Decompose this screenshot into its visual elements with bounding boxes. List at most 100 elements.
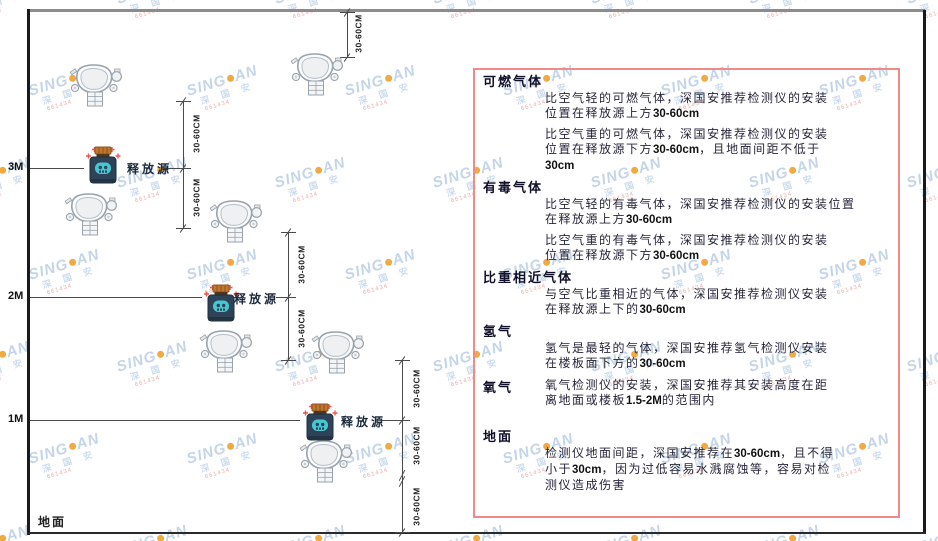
panel-paragraph-line: 检测仪地面间距，深国安推荐在30-60cm，且不得	[545, 446, 835, 460]
dimension-line	[347, 12, 348, 58]
watermark-subtitle: 深 国 安	[909, 536, 938, 541]
panel-paragraph-line: 离地面或楼板1.5-2M的范围内	[545, 393, 716, 407]
panel-paragraph-line: 在释放源上方30-60cm	[545, 212, 673, 226]
gas-detector-glyph	[311, 331, 364, 374]
release-source-glyph	[86, 146, 121, 184]
watermark-subtitle: 深 国 安	[357, 448, 415, 475]
release-source-icon	[84, 146, 122, 186]
dimension-label: 30-60CM	[296, 309, 307, 348]
watermark-code: 661434	[204, 99, 231, 113]
dimension-label: 30-60CM	[191, 114, 202, 153]
watermark-subtitle: 深 国 安	[41, 448, 99, 475]
dimension-label: 30-60CM	[411, 487, 422, 526]
watermark-dot-icon	[155, 534, 165, 541]
panel-paragraph: 与空气比重相近的气体，深国安推荐检测仪安装 在释放源上下的30-60cm	[545, 287, 890, 318]
watermark-dot-icon	[67, 442, 77, 451]
watermark-dot-icon	[383, 258, 393, 267]
gas-detector-glyph	[64, 193, 117, 236]
dimension-label: 30-60CM	[411, 369, 422, 408]
gas-detector-glyph	[199, 330, 252, 373]
watermark-dot-icon	[155, 350, 165, 359]
watermark-dot-icon	[0, 166, 7, 175]
watermark-code: 661434	[362, 283, 389, 297]
panel-section: 氢气 氢气是最轻的气体，深国安推荐氢气检测仪安装 在楼板面下方的30-60cm	[483, 324, 890, 372]
dimension-line	[402, 360, 403, 533]
panel-paragraph-line: 30cm	[545, 160, 575, 172]
panel-paragraph-line: 位置在释放源下方30-60cm，且地面间距不低于	[545, 142, 821, 156]
watermark-subtitle: 深 国 安	[751, 536, 825, 541]
left-wall-line	[27, 9, 30, 535]
panel-section: 氧气 氧气检测仪的安装，深国安推荐其安装高度在距 离地面或楼板1.5-2M的范围内	[483, 378, 890, 409]
panel-paragraph-line: 比空气轻的有毒气体，深国安推荐检测仪的安装位置	[545, 197, 856, 211]
panel-section-heading: 可燃气体	[483, 74, 544, 89]
panel-paragraph-line: 位置在释放源下方30-60cm	[545, 248, 700, 262]
dimension-label: 30-60CM	[411, 426, 422, 465]
watermark-subtitle: 深 国 安	[119, 536, 193, 541]
gas-detector-glyph	[299, 440, 352, 483]
watermark-dot-icon	[313, 166, 323, 175]
watermark-dot-icon	[67, 258, 77, 267]
watermark-subtitle: 深 国 安	[0, 536, 35, 541]
gas-detector-icon	[298, 439, 352, 485]
level-line	[30, 297, 202, 298]
release-source-icon	[202, 284, 240, 324]
watermark-dot-icon	[225, 74, 235, 83]
watermark-dot-icon	[225, 258, 235, 267]
watermark-subtitle: 深 国 安	[357, 80, 415, 107]
watermark-dot-icon	[0, 534, 7, 541]
right-wall-line	[923, 10, 926, 534]
watermark-code: 661434	[362, 99, 389, 113]
panel-paragraph: 氢气是最轻的气体，深国安推荐氢气检测仪安装 在楼板面下方的30-60cm	[545, 341, 890, 372]
watermark-subtitle: 深 国 安	[199, 80, 257, 107]
gas-detector-icon	[289, 52, 343, 98]
watermark-subtitle: 深 国 安	[41, 264, 99, 291]
release-source-icon	[301, 403, 339, 443]
watermark-dot-icon	[383, 442, 393, 451]
watermark-code: 661434	[134, 375, 161, 389]
watermark-dot-icon	[313, 534, 323, 541]
watermark-dot-icon	[225, 442, 235, 451]
info-panel: 可燃气体 比空气轻的可燃气体，深国安推荐检测仪的安装 位置在释放源上方30-60cm…	[473, 68, 900, 518]
release-source-label: 释放源	[234, 292, 280, 306]
panel-section: 比重相近气体 与空气比重相近的气体，深国安推荐检测仪安装 在释放源上下的30-60c…	[483, 270, 890, 318]
gas-detector-icon	[63, 192, 117, 238]
watermark-dot-icon	[629, 534, 639, 541]
release-source-label: 释放源	[127, 162, 173, 176]
watermark-subtitle: 深 国 安	[199, 448, 257, 475]
panel-paragraph: 氧气检测仪的安装，深国安推荐其安装高度在距 离地面或楼板1.5-2M的范围内	[545, 378, 890, 409]
gas-detector-glyph	[69, 64, 122, 107]
panel-paragraph: 比空气重的有毒气体，深国安推荐检测仪的安装 位置在释放源下方30-60cm	[545, 233, 890, 264]
release-source-label: 释放源	[341, 415, 387, 429]
panel-paragraph-line: 在释放源上下的30-60cm	[545, 302, 686, 316]
release-source-glyph	[204, 284, 239, 322]
gas-detector-glyph	[209, 200, 262, 243]
watermark-subtitle: 深 国 安	[277, 536, 351, 541]
panel-paragraph-line: 比空气重的有毒气体，深国安推荐检测仪的安装	[545, 233, 829, 247]
watermark-dot-icon	[383, 74, 393, 83]
panel-paragraph-line: 比空气重的可燃气体，深国安推荐检测仪的安装	[545, 127, 829, 141]
panel-paragraph-line: 与空气比重相近的气体，深国安推荐检测仪安装	[545, 287, 829, 301]
panel-section-heading: 氧气	[483, 380, 514, 395]
gas-detector-icon	[198, 329, 252, 375]
